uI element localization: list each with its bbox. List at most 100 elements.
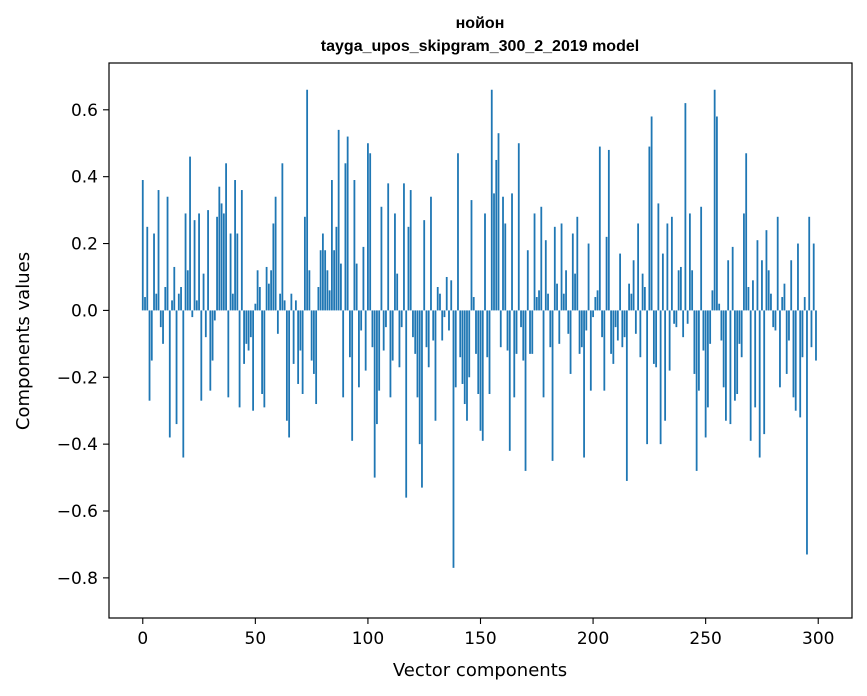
bar-component-111 <box>391 310 394 361</box>
y-tick-label: 0.4 <box>71 168 98 188</box>
bar-component-240 <box>682 310 685 338</box>
bar-component-38 <box>227 310 230 398</box>
bar-component-177 <box>540 206 543 311</box>
bar-component-134 <box>443 310 446 318</box>
bar-component-213 <box>621 310 624 348</box>
bar-component-62 <box>281 163 284 311</box>
bar-component-89 <box>342 310 345 398</box>
bar-component-188 <box>565 270 567 311</box>
bar-component-274 <box>758 310 761 458</box>
bar-component-225 <box>648 146 651 311</box>
bar-component-242 <box>686 310 689 324</box>
bar-component-23 <box>193 220 196 311</box>
bar-component-13 <box>171 300 173 311</box>
bar-component-169 <box>522 310 525 361</box>
bar-component-138 <box>452 310 455 568</box>
bars-group <box>141 89 817 568</box>
bar-component-99 <box>364 310 367 371</box>
bar-component-91 <box>346 136 349 311</box>
bar-component-176 <box>538 290 540 311</box>
bar-component-59 <box>274 196 277 311</box>
bar-component-223 <box>643 287 646 311</box>
bar-component-50 <box>254 303 257 311</box>
bar-component-184 <box>556 283 558 311</box>
bar-component-286 <box>785 310 788 374</box>
bar-component-55 <box>265 266 268 311</box>
bar-component-10 <box>164 287 167 311</box>
bar-component-165 <box>513 310 516 398</box>
bar-component-229 <box>657 203 660 311</box>
bar-component-150 <box>479 310 482 431</box>
bar-component-31 <box>211 310 214 361</box>
bar-component-20 <box>186 270 189 311</box>
bar-component-263 <box>734 310 736 401</box>
bar-component-124 <box>421 310 423 488</box>
bar-component-153 <box>486 310 489 358</box>
bar-component-258 <box>722 310 725 388</box>
bar-component-193 <box>576 216 579 311</box>
bar-component-183 <box>553 226 556 311</box>
bar-component-284 <box>781 297 784 311</box>
bar-component-189 <box>567 310 570 334</box>
bar-component-115 <box>400 310 403 328</box>
bar-component-298 <box>812 243 815 311</box>
bar-component-16 <box>177 293 180 311</box>
bar-component-60 <box>276 310 279 334</box>
bar-component-271 <box>752 280 754 311</box>
chart-title: нойон <box>456 15 505 32</box>
bar-component-81 <box>324 250 327 311</box>
bar-component-57 <box>270 270 273 311</box>
bar-component-110 <box>389 310 392 398</box>
bar-component-121 <box>414 310 417 354</box>
bar-component-228 <box>655 310 658 368</box>
bar-component-75 <box>310 310 313 361</box>
bar-component-49 <box>252 310 254 411</box>
bar-component-251 <box>707 310 709 408</box>
bar-component-161 <box>504 223 507 311</box>
bar-component-261 <box>729 310 732 425</box>
bar-component-166 <box>515 310 518 354</box>
bar-component-208 <box>610 310 612 354</box>
bar-component-239 <box>679 266 682 311</box>
bar-component-247 <box>698 310 700 391</box>
bar-component-149 <box>477 310 480 394</box>
bar-component-45 <box>243 310 245 364</box>
bar-component-191 <box>571 233 574 311</box>
bar-component-17 <box>180 287 182 311</box>
bar-component-252 <box>709 310 712 344</box>
bar-component-141 <box>459 310 462 358</box>
bar-component-72 <box>303 216 306 311</box>
y-tick-label: −0.4 <box>57 435 98 455</box>
bar-component-46 <box>245 310 248 344</box>
bar-component-41 <box>234 180 236 311</box>
bar-component-12 <box>168 310 171 438</box>
bar-component-21 <box>189 156 191 311</box>
bar-component-80 <box>321 233 324 311</box>
bar-component-255 <box>716 116 718 311</box>
bar-component-83 <box>328 290 331 311</box>
bar-component-282 <box>776 216 779 311</box>
bar-component-42 <box>236 233 239 311</box>
bar-component-27 <box>202 273 205 311</box>
bar-component-186 <box>560 223 563 311</box>
bar-component-199 <box>589 310 592 391</box>
bar-component-209 <box>612 310 615 364</box>
bar-component-245 <box>693 310 696 374</box>
bar-component-287 <box>788 310 790 341</box>
bar-component-198 <box>587 243 590 311</box>
bar-component-25 <box>198 213 200 311</box>
bar-component-146 <box>470 200 473 311</box>
bar-component-157 <box>495 159 498 311</box>
bar-component-6 <box>155 293 158 311</box>
bar-component-108 <box>385 310 387 328</box>
bar-component-24 <box>195 300 198 311</box>
bar-component-78 <box>317 287 320 311</box>
y-tick-label: 0.2 <box>71 235 98 255</box>
bar-component-120 <box>412 310 414 338</box>
bar-component-154 <box>488 310 491 394</box>
bar-component-226 <box>650 116 653 311</box>
bar-component-7 <box>157 190 160 311</box>
bar-component-192 <box>574 273 576 311</box>
bar-component-290 <box>794 310 797 411</box>
